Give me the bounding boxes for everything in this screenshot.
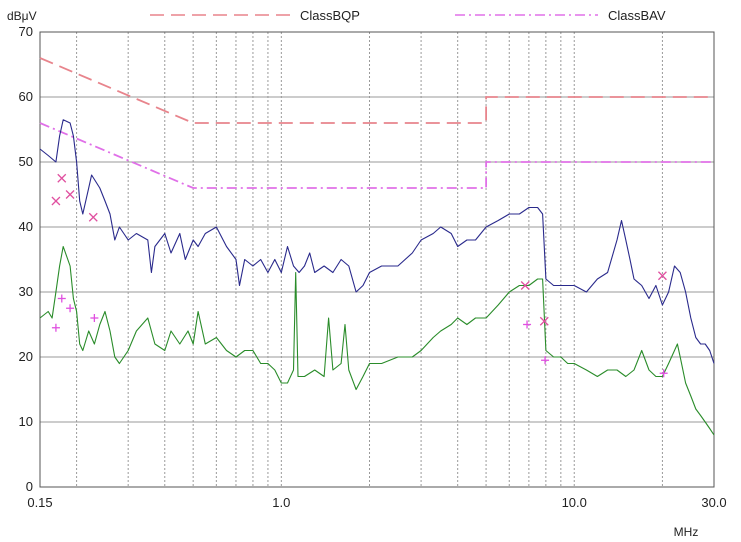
series-line-1 [39, 119, 715, 364]
y-tick-label: 70 [19, 24, 33, 39]
x-marker [88, 212, 98, 222]
x-marker [57, 173, 67, 183]
limit-line-classbqp [39, 57, 714, 124]
x-marker [520, 281, 530, 290]
y-tick-label: 0 [26, 479, 33, 494]
legend-label-classbav: ClassBAV [608, 8, 666, 23]
plot-area [40, 32, 714, 487]
plus-marker [523, 320, 532, 329]
y-tick-label: 10 [19, 414, 33, 429]
plus-marker [51, 323, 60, 332]
y-tick-label: 60 [19, 89, 33, 104]
y-tick-label: 20 [19, 349, 33, 364]
y-tick-label: 50 [19, 154, 33, 169]
plus-marker [541, 356, 550, 365]
x-marker [539, 316, 549, 326]
y-unit-label: dBμV [7, 9, 37, 23]
x-marker [51, 196, 61, 206]
plus-marker [66, 304, 75, 313]
x-unit-label: MHz [674, 525, 699, 539]
x-marker [657, 271, 667, 281]
limit-line-classbav [39, 122, 714, 189]
x-tick-label: 0.15 [27, 495, 52, 510]
plus-marker [659, 369, 668, 378]
x-tick-label: 10.0 [562, 495, 587, 510]
plus-marker [57, 294, 66, 303]
x-marker [65, 190, 75, 199]
plus-marker [90, 314, 99, 322]
y-tick-label: 30 [19, 284, 33, 299]
series-line-2 [39, 245, 715, 436]
x-tick-label: 30.0 [701, 495, 726, 510]
x-tick-label: 1.0 [272, 495, 290, 510]
legend-label-classbqp: ClassBQP [300, 8, 360, 23]
y-tick-label: 40 [19, 219, 33, 234]
plot-frame [39, 31, 715, 488]
